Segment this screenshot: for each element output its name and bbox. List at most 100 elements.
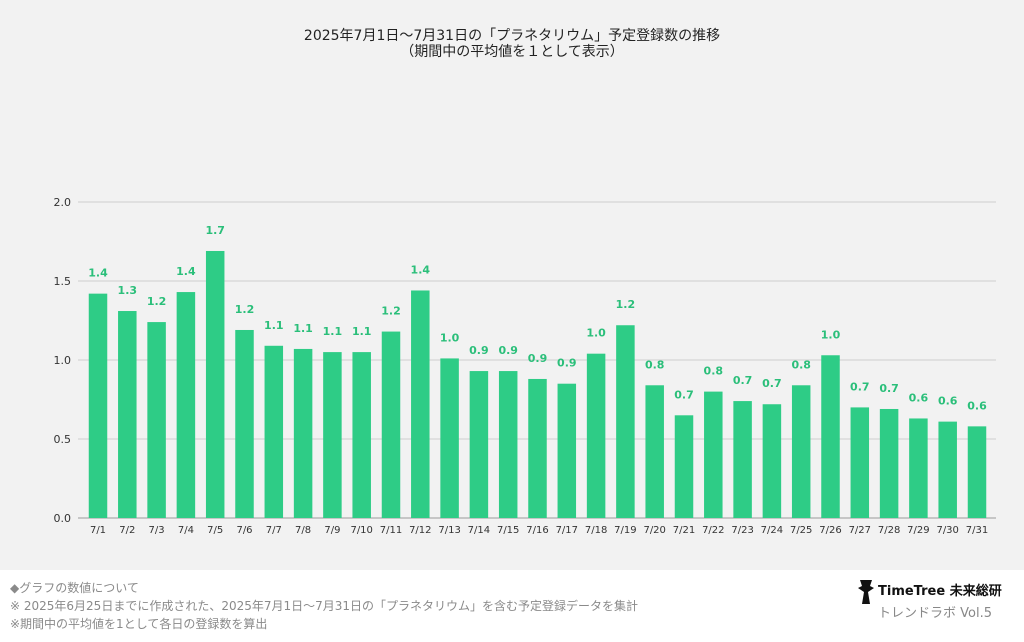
x-tick-label: 7/24 [761, 525, 783, 536]
x-tick-label: 7/18 [585, 525, 607, 536]
bar-7/10 [352, 352, 371, 518]
bar-7/11 [381, 331, 401, 518]
data-label: 0.9 [557, 357, 577, 370]
data-label: 1.1 [293, 322, 313, 335]
data-label: 1.1 [264, 319, 284, 332]
data-label: 0.7 [850, 380, 870, 393]
data-label: 0.9 [469, 344, 489, 357]
data-label: 0.6 [938, 395, 958, 408]
bar-7/3 [147, 322, 166, 518]
footnote-heading: ◆グラフの数値について [10, 581, 139, 595]
bar-7/25 [791, 385, 811, 518]
x-tick-label: 7/14 [468, 525, 490, 536]
x-tick-label: 7/17 [556, 525, 578, 536]
data-label: 1.0 [821, 328, 841, 341]
bar-7/26 [821, 355, 840, 518]
x-tick-label: 7/19 [614, 525, 636, 536]
bar-7/4 [176, 292, 196, 518]
data-label: 0.6 [909, 391, 929, 404]
bar-7/24 [762, 404, 782, 518]
x-tick-label: 7/21 [673, 525, 695, 536]
footnote-method: ※期間中の平均値を1として各日の登録数を算出 [10, 617, 268, 631]
x-tick-label: 7/4 [178, 525, 194, 536]
data-label: 1.7 [205, 224, 225, 237]
x-tick-label: 7/28 [878, 525, 900, 536]
bar-7/21 [674, 415, 694, 518]
bar-7/19 [616, 325, 635, 518]
y-tick-label: 2.0 [54, 196, 72, 209]
y-tick-label: 1.0 [54, 354, 72, 367]
data-label: 1.2 [235, 303, 255, 316]
data-label: 1.4 [176, 265, 196, 278]
x-tick-label: 7/13 [438, 525, 460, 536]
data-label: 0.9 [498, 344, 518, 357]
footnote-source: ※ 2025年6月25日までに作成された、2025年7月1日〜7月31日の「プラ… [10, 599, 639, 613]
x-tick-label: 7/7 [266, 525, 282, 536]
y-tick-label: 0.0 [54, 512, 72, 525]
bar-7/16 [528, 378, 547, 518]
chart-subtitle: （期間中の平均値を１として表示） [400, 44, 624, 60]
x-tick-label: 7/1 [90, 525, 106, 536]
data-label: 1.0 [440, 331, 460, 344]
data-label: 1.2 [381, 305, 401, 318]
x-tick-label: 7/10 [350, 525, 372, 536]
x-tick-label: 7/3 [149, 525, 165, 536]
brand-block: TimeTree 未来総研 トレンドラボ Vol.5 [856, 576, 1024, 636]
x-tick-label: 7/23 [731, 525, 753, 536]
bar-7/1 [88, 293, 108, 518]
data-label: 1.1 [323, 325, 343, 338]
x-tick-label: 7/11 [380, 525, 402, 536]
chart-title: 2025年7月1日〜7月31日の「プラネタリウム」予定登録数の推移 [303, 28, 721, 44]
bar-7/18 [586, 353, 606, 518]
x-tick-label: 7/9 [324, 525, 340, 536]
x-tick-label: 7/31 [966, 525, 988, 536]
x-tick-label: 7/20 [643, 525, 665, 536]
data-label: 0.8 [704, 365, 724, 378]
data-label: 0.7 [674, 388, 694, 401]
data-label: 1.4 [88, 267, 108, 280]
bar-7/28 [879, 408, 899, 518]
data-label: 0.9 [528, 352, 548, 365]
data-label: 0.7 [762, 377, 782, 390]
x-tick-label: 7/27 [849, 525, 871, 536]
y-tick-label: 0.5 [54, 433, 72, 446]
data-label: 1.3 [118, 284, 138, 297]
bar-7/29 [909, 418, 928, 518]
x-tick-label: 7/29 [907, 525, 929, 536]
data-label: 0.8 [791, 358, 811, 371]
data-label: 1.2 [147, 295, 167, 308]
bar-7/5 [205, 250, 225, 519]
bars [88, 250, 987, 519]
bar-7/9 [323, 352, 342, 518]
tick-labels: 0.0 0.5 1.0 1.5 2.0 7/1 7/2 7/3 7/4 7/5 7/6 7/7 7/8 7… [54, 196, 989, 536]
bar-7/27 [850, 407, 870, 518]
x-tick-label: 7/5 [207, 525, 223, 536]
timetree-logo-icon [858, 580, 874, 604]
data-label: 1.4 [411, 263, 431, 276]
bar-7/6 [235, 329, 254, 518]
bar-7/15 [498, 371, 518, 518]
bar-7/7 [264, 345, 284, 518]
data-label: 0.7 [733, 374, 753, 387]
brand-name: TimeTree 未来総研 [878, 584, 1002, 599]
bar-7/23 [733, 401, 752, 518]
x-tick-label: 7/25 [790, 525, 812, 536]
bar-7/17 [557, 383, 577, 518]
brand-subtitle: トレンドラボ Vol.5 [878, 606, 992, 621]
bar-7/30 [938, 421, 957, 518]
bar-7/14 [469, 371, 489, 518]
x-tick-label: 7/6 [236, 525, 252, 536]
x-tick-label: 7/2 [119, 525, 135, 536]
bar-chart: 1.4 1.3 1.2 1.4 1.7 1.2 1.1 1.1 1.1 1.1 1.2 1.4 1.0 0… [54, 196, 996, 536]
x-tick-label: 7/8 [295, 525, 311, 536]
x-tick-label: 7/30 [936, 525, 958, 536]
data-label: 0.8 [645, 358, 665, 371]
bar-7/22 [704, 391, 723, 518]
bar-7/13 [440, 358, 459, 518]
x-tick-label: 7/26 [819, 525, 841, 536]
x-tick-label: 7/12 [409, 525, 431, 536]
bar-7/2 [118, 311, 137, 518]
data-label: 1.1 [352, 325, 372, 338]
data-label: 0.7 [879, 382, 899, 395]
bar-7/8 [293, 348, 313, 518]
